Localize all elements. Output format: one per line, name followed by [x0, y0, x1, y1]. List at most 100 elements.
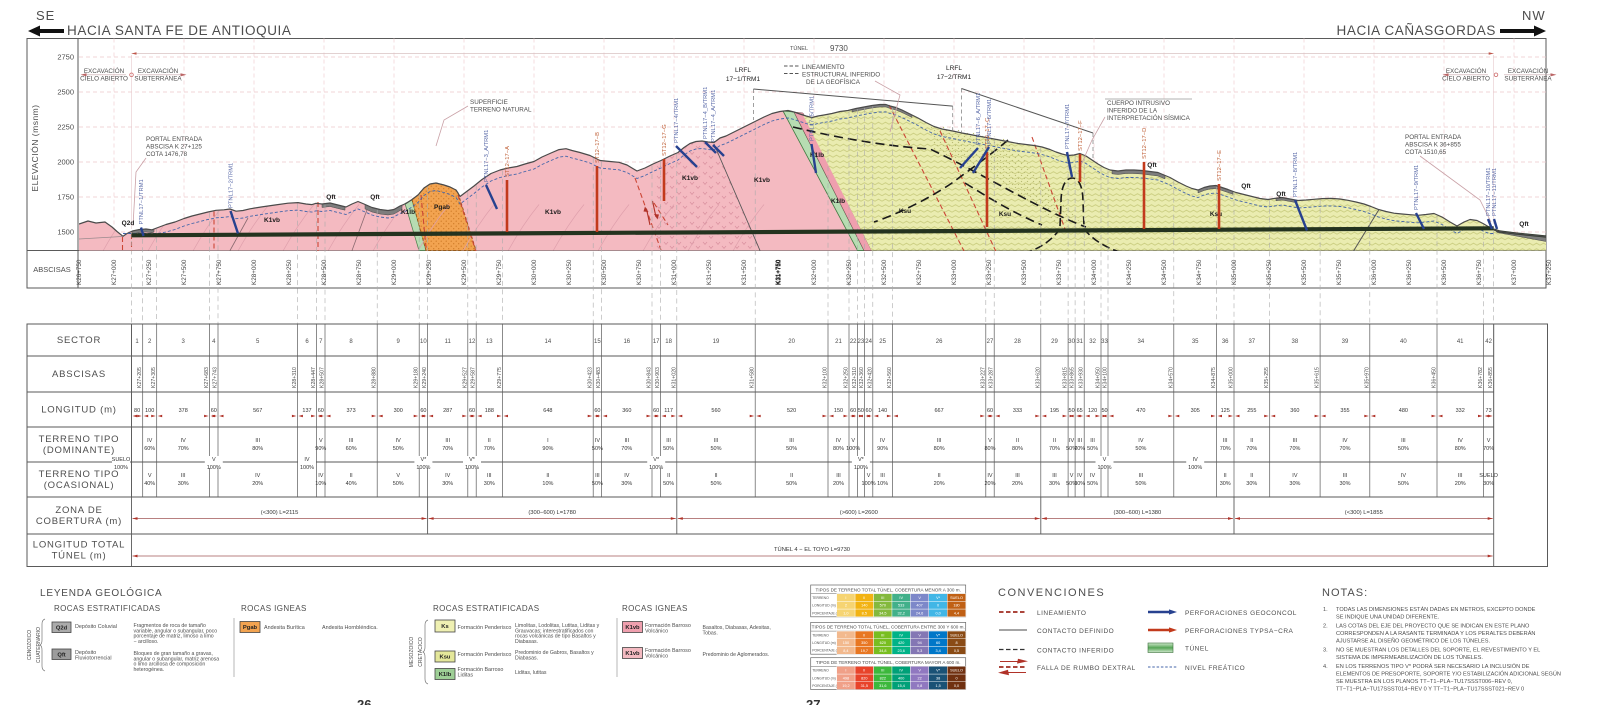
svg-text:26: 26: [936, 339, 943, 345]
svg-text:SUELO: SUELO: [112, 457, 131, 463]
svg-text:378: 378: [179, 408, 188, 414]
svg-text:PTNL17−1/TRM1: PTNL17−1/TRM1: [139, 179, 145, 224]
svg-text:Formación Penderisco: Formación Penderisco: [458, 625, 512, 631]
svg-text:IV: IV: [899, 596, 903, 600]
svg-text:K36+782: K36+782: [1478, 367, 1484, 388]
svg-text:PTNL17−5/TRM1: PTNL17−5/TRM1: [810, 96, 816, 141]
svg-text:III: III: [714, 438, 719, 444]
svg-text:19: 19: [713, 339, 720, 345]
svg-text:PTNL17−6_A/TRM1: PTNL17−6_A/TRM1: [976, 93, 982, 145]
svg-text:PTNL17−4/TRM1: PTNL17−4/TRM1: [674, 98, 680, 143]
svg-text:K35+970: K35+970: [1364, 367, 1370, 388]
svg-text:407: 407: [916, 604, 922, 608]
svg-text:K34+100: K34+100: [1103, 367, 1109, 388]
svg-text:100%: 100%: [862, 481, 876, 487]
svg-text:III: III: [1090, 438, 1095, 444]
svg-text:III: III: [625, 438, 630, 444]
svg-text:LONGITUD (m): LONGITUD (m): [812, 641, 836, 645]
svg-text:K36+855: K36+855: [1488, 367, 1494, 388]
svg-text:ST12−17−D: ST12−17−D: [1142, 128, 1148, 159]
svg-text:PERFORACIONES TYPSA−CRA: PERFORACIONES TYPSA−CRA: [1185, 628, 1294, 635]
svg-text:ABSCISAS: ABSCISAS: [33, 265, 71, 274]
svg-text:Pgab: Pgab: [434, 204, 450, 211]
svg-text:(<300) L=1855: (<300) L=1855: [1345, 510, 1383, 516]
svg-text:LAS COTAS DEL EJE DEL PRO: LAS COTAS DEL EJE DEL PROYECTO QUE SE IN…: [1336, 624, 1530, 630]
svg-text:10%: 10%: [315, 481, 326, 487]
svg-text:8,4: 8,4: [843, 649, 848, 653]
svg-text:III: III: [881, 669, 884, 673]
svg-text:35: 35: [1192, 339, 1199, 345]
svg-text:NIVEL FREÁTICO: NIVEL FREÁTICO: [1185, 663, 1245, 672]
svg-text:K34+000: K34+000: [1091, 259, 1098, 285]
svg-text:ESTRUCTURAL INFERIDO: ESTRUCTURAL INFERIDO: [802, 72, 880, 79]
svg-text:Depósito: Depósito: [75, 650, 96, 656]
svg-text:2: 2: [845, 604, 847, 608]
svg-text:50: 50: [1069, 408, 1075, 414]
svg-text:PORCENTAJE (%): PORCENTAJE (%): [812, 611, 841, 615]
svg-text:II: II: [714, 473, 718, 479]
svg-text:K30+500: K30+500: [601, 259, 608, 285]
svg-text:K29+527: K29+527: [462, 367, 468, 388]
svg-text:EXCAVACIÓN: EXCAVACIÓN: [1508, 66, 1549, 75]
svg-text:648: 648: [543, 408, 552, 414]
svg-text:50%: 50%: [393, 481, 404, 487]
svg-text:50%: 50%: [710, 446, 721, 452]
svg-text:V*: V*: [469, 457, 476, 463]
svg-text:400: 400: [898, 676, 904, 680]
svg-text:180: 180: [953, 604, 959, 608]
svg-text:32,2: 32,2: [898, 611, 905, 615]
svg-text:ABSCISAS: ABSCISAS: [52, 369, 106, 380]
svg-text:V*: V*: [653, 457, 660, 463]
svg-text:533: 533: [898, 604, 904, 608]
svg-text:K34+500: K34+500: [1161, 259, 1168, 285]
svg-text:IV: IV: [255, 473, 261, 479]
svg-text:SECTOR: SECTOR: [57, 335, 101, 346]
svg-text:29: 29: [1051, 339, 1058, 345]
svg-text:K30+250: K30+250: [566, 259, 573, 285]
svg-text:10: 10: [420, 339, 427, 345]
svg-text:LONGITUD (m): LONGITUD (m): [812, 604, 836, 608]
svg-text:K35+615: K35+615: [1315, 367, 1321, 388]
svg-text:K36+500: K36+500: [1441, 259, 1448, 285]
svg-text:20: 20: [788, 339, 795, 345]
svg-text:40%: 40%: [346, 481, 357, 487]
svg-text:TT−T1−PLA−TU17SSST014−REV 0: TT−T1−PLA−TU17SSST014−REV 0 Y TT−T1−PLA−…: [1336, 687, 1524, 693]
svg-text:III: III: [1015, 473, 1020, 479]
svg-text:21: 21: [835, 339, 842, 345]
svg-text:III: III: [880, 473, 885, 479]
svg-text:SUPERFICIE: SUPERFICIE: [470, 99, 508, 106]
svg-text:667: 667: [935, 408, 944, 414]
svg-text:K1vb: K1vb: [545, 209, 561, 216]
svg-text:20%: 20%: [934, 481, 945, 487]
svg-text:SUELO: SUELO: [950, 633, 963, 637]
svg-text:K29+240: K29+240: [422, 367, 428, 388]
svg-text:K27+000: K27+000: [111, 259, 118, 285]
svg-text:IV: IV: [445, 473, 451, 479]
svg-text:25: 25: [879, 339, 886, 345]
svg-text:K1lb: K1lb: [401, 209, 415, 216]
svg-text:V: V: [396, 473, 400, 479]
svg-text:V: V: [918, 633, 921, 637]
svg-text:LRFL: LRFL: [735, 67, 751, 74]
svg-text:50%: 50%: [663, 446, 674, 452]
svg-text:PTNL17−8/TRM1: PTNL17−8/TRM1: [1293, 152, 1299, 197]
svg-text:60: 60: [469, 408, 475, 414]
svg-text:0,8: 0,8: [917, 684, 922, 688]
svg-text:III: III: [789, 438, 794, 444]
svg-text:38: 38: [936, 676, 940, 680]
svg-text:70%: 70%: [178, 446, 189, 452]
svg-text:SUBTERRÁNEA: SUBTERRÁNEA: [134, 74, 182, 83]
svg-text:30%: 30%: [1339, 481, 1350, 487]
svg-text:K1vb: K1vb: [625, 625, 640, 631]
svg-text:TERRENO TIPO: TERRENO TIPO: [39, 434, 120, 445]
svg-text:K34+570: K34+570: [1168, 367, 1174, 388]
svg-text:V*: V*: [858, 457, 865, 463]
svg-text:FALLA DE RUMBO DEXTRAL: FALLA DE RUMBO DEXTRAL: [1037, 665, 1136, 672]
svg-text:MESOZOICO: MESOZOICO: [409, 637, 415, 668]
svg-text:IV: IV: [899, 633, 903, 637]
svg-text:24,6: 24,6: [916, 611, 923, 615]
svg-text:COBERTURA (m): COBERTURA (m): [36, 516, 122, 527]
svg-text:470: 470: [1136, 408, 1145, 414]
svg-text:50%: 50%: [786, 446, 797, 452]
svg-text:70%: 70%: [1246, 446, 1257, 452]
